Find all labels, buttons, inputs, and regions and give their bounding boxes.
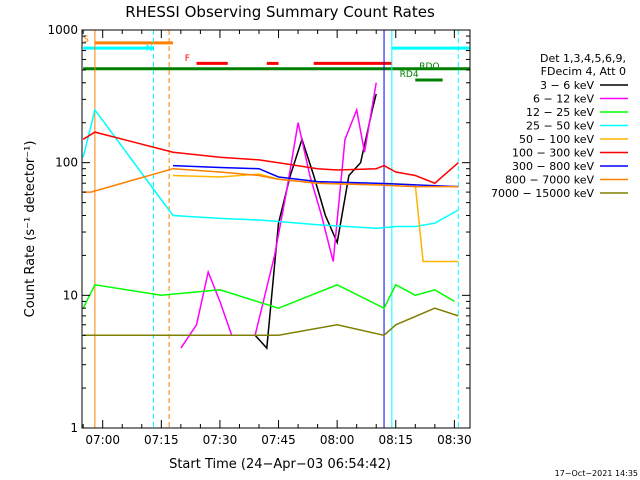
saa-label: S [83,35,89,45]
legend-label: 6 − 12 keV [533,93,594,106]
x-tick-label: 08:30 [437,433,472,447]
legend: Det 1,3,4,5,6,9,FDecim 4, Att 03 − 6 keV… [491,52,628,200]
legend-header: FDecim 4, Att 0 [541,65,626,78]
x-tick-label: 07:15 [144,433,179,447]
legend-label: 12 − 25 keV [526,106,594,119]
y-tick-label: 100 [55,156,78,170]
series-line-1 [180,82,377,349]
footer-date: 17−Oct−2021 14:35 [555,469,638,478]
x-tick-label: 08:00 [320,433,355,447]
x-tick-label: 07:00 [85,433,120,447]
legend-label: 25 − 50 keV [526,120,594,133]
series-line-8 [83,307,459,337]
rdo-label: RDO [419,62,439,72]
legend-label: 100 − 300 keV [512,147,594,160]
y-tick-label: 10 [63,288,78,302]
y-axis-label: Count Rate (s⁻¹ detector⁻¹) [23,141,38,318]
series-line-2 [82,283,455,310]
legend-label: 7000 − 15000 keV [491,187,594,200]
x-tick-label: 08:15 [378,433,413,447]
y-tick-label: 1 [70,421,78,435]
x-axis-label: Start Time (24−Apr−03 06:54:42) [169,457,391,472]
rd4-label: RD4 [400,70,419,80]
axes: 1 10 100 1000 07:00 07:15 07:30 07:45 08:00 08:15… [47,23,471,447]
x-tick-label: 07:30 [203,433,238,447]
night-label: N [146,44,153,54]
y-tick-label: 1000 [47,23,78,37]
x-tick-label: 07:45 [261,433,296,447]
legend-label: 50 − 100 keV [519,133,594,146]
legend-header: Det 1,3,4,5,6,9, [540,52,626,65]
legend-label: 800 − 7000 keV [505,174,594,187]
chart-title: RHESSI Observing Summary Count Rates [125,3,435,21]
series-line-7 [83,167,459,193]
series-line-5 [82,131,459,185]
plot-frame [81,29,471,429]
legend-label: 300 − 800 keV [512,160,594,173]
series-line-3 [82,108,459,230]
series-line-6 [172,164,459,188]
legend-label: 3 − 6 keV [540,79,594,92]
flare-label: F [185,54,190,64]
